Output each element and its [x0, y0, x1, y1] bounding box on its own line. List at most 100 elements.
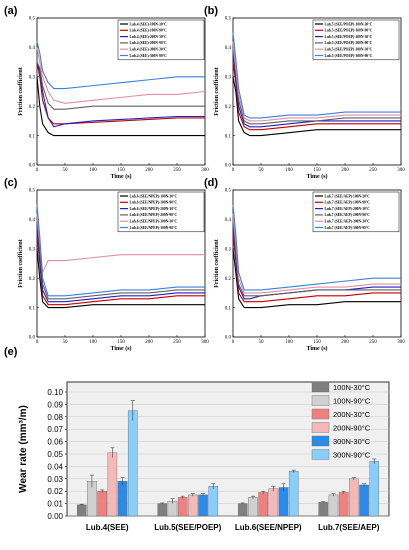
friction-panel-b: (b) 0 50 100 150 200 250 300 0.0 0.1 0.2 0.3 0.4 0.5 T…	[204, 5, 405, 180]
y-tick-label: 0.08	[47, 413, 63, 422]
y-axis-title: Friction coefficient	[18, 67, 24, 115]
category-label: Lub.4(SEE)	[86, 523, 129, 532]
panel-label: (d)	[204, 177, 218, 189]
x-tick-label: 200	[341, 168, 349, 173]
y-tick-label: 0.5	[225, 17, 232, 22]
legend-swatch	[311, 422, 330, 433]
legend-entry: Lub.4 (SEE)-100N-90°C	[130, 29, 168, 33]
category-label: Lub.5(SEE/POEP)	[154, 523, 221, 532]
legend-entry: 100N-30°C	[333, 383, 371, 392]
legend-swatch	[311, 449, 330, 460]
legend-entry: Lub.5 (SEE/POEP)-100N-30°C	[325, 22, 373, 26]
series-line	[36, 47, 206, 104]
legend-entry: Lub.7 (SEE/AEP)-300N-30°C	[325, 220, 371, 224]
y-tick-label: 0.05	[47, 450, 63, 459]
y-axis-title: Friction coefficient	[214, 67, 220, 115]
legend-entry: Lub.5 (SEE/POEP)-300N-30°C	[325, 48, 373, 52]
series-line	[232, 62, 401, 131]
legend-entry: Lub.6 (SEE/NPEP)-200N-90°C	[130, 213, 178, 217]
legend-entry: Lub.7 (SEE/AEP)-100N-90°C	[325, 201, 371, 205]
y-tick-label: 0.4	[225, 46, 232, 51]
panel-label: (e)	[4, 346, 18, 358]
category-label: Lub.7(SEE/AEP)	[318, 523, 380, 532]
x-tick-label: 50	[63, 340, 69, 345]
legend-entry: Lub.7 (SEE/AEP)-200N-90°C	[325, 213, 371, 217]
bar	[359, 484, 369, 517]
y-tick-label: 0.2	[29, 277, 36, 282]
x-tick-label: 100	[285, 168, 293, 173]
x-tick-label: 200	[145, 340, 153, 345]
y-tick-label: 0.06	[47, 438, 63, 447]
bar	[369, 461, 380, 517]
y-tick-label: 0.2	[29, 105, 36, 110]
legend-box	[312, 19, 400, 61]
x-tick-label: 100	[89, 168, 97, 173]
legend-entry: Lub.4 (SEE)-300N-90°C	[130, 54, 168, 58]
x-tick-label: 300	[201, 340, 209, 345]
y-tick-label: 0.1	[29, 306, 36, 311]
legend-entry: Lub.7 (SEE/AEP)-100N-30°C	[325, 194, 371, 198]
y-tick-label: 0.02	[47, 487, 63, 496]
series-line	[36, 234, 205, 306]
bar	[288, 471, 299, 517]
x-tick-label: 250	[369, 340, 377, 345]
legend-entry: Lub.4 (SEE)-200N-30°C	[130, 35, 168, 39]
y-tick-label: 0.03	[47, 475, 63, 484]
legend-entry: Lub.4 (SEE)-100N-30°C	[130, 22, 168, 26]
legend-entry: Lub.5 (SEE/POEP)-200N-90°C	[325, 41, 373, 45]
y-tick-label: 0.3	[225, 248, 232, 253]
legend-entry: Lub.5 (SEE/POEP)-300N-90°C	[325, 54, 373, 58]
x-tick-label: 50	[63, 168, 69, 173]
y-tick-label: 0.5	[225, 189, 232, 194]
series-line	[36, 41, 205, 90]
legend-entry: Lub.6 (SEE/NPEP)-200N-30°C	[130, 207, 178, 211]
y-tick-label: 0.1	[225, 306, 232, 311]
bar	[248, 497, 258, 517]
bar	[177, 497, 188, 517]
x-tick-label: 250	[173, 340, 181, 345]
series-line	[36, 61, 205, 128]
series-line	[36, 76, 205, 137]
panel-label: (c)	[4, 177, 18, 189]
y-tick-label: 0.3	[29, 248, 36, 253]
legend-entry: Lub.5 (SEE/POEP)-100N-90°C	[325, 29, 373, 33]
series-line	[36, 61, 205, 125]
legend-box	[312, 191, 400, 233]
legend-swatch	[311, 435, 330, 447]
x-tick-label: 200	[341, 340, 349, 345]
y-tick-label: 0.3	[225, 76, 232, 81]
y-tick-label: 0.4	[29, 218, 36, 223]
legend: Lub.5 (SEE/POEP)-100N-30°C Lub.5 (SEE/POE…	[312, 19, 400, 61]
bar	[117, 481, 128, 517]
legend-swatch	[311, 395, 330, 406]
legend-entry: Lub.4 (SEE)-200N-90°C	[130, 41, 168, 45]
x-tick-label: 0	[232, 340, 235, 345]
x-tick-label: 100	[89, 340, 97, 345]
x-tick-label: 150	[117, 340, 125, 345]
y-tick-label: 0.1	[29, 134, 36, 139]
bar	[268, 488, 279, 517]
x-axis-title: Time (s)	[306, 173, 327, 180]
series-line	[36, 204, 205, 297]
y-tick-label: 0.5	[29, 17, 36, 22]
series-line	[232, 32, 401, 119]
legend-box	[117, 191, 205, 233]
bar	[328, 494, 339, 517]
x-tick-label: 300	[201, 168, 209, 173]
y-tick-label: 0.09	[47, 400, 63, 409]
panel-label: (a)	[4, 5, 18, 17]
bar	[127, 410, 138, 517]
friction-panel-d: (d) 0 50 100 150 200 250 300 0.0 0.1 0.2 0.3 0.4 0.5 T…	[204, 177, 405, 352]
x-tick-label: 250	[173, 168, 181, 173]
y-tick-label: 0.1	[225, 134, 232, 139]
bar	[278, 487, 289, 517]
x-tick-label: 0	[232, 168, 235, 173]
bar	[97, 491, 107, 517]
legend-entry: Lub.5 (SEE/POEP)-200N-30°C	[325, 35, 373, 39]
y-tick-label: 0.3	[29, 76, 36, 81]
bar	[338, 492, 349, 517]
y-axis-title: Friction coefficient	[214, 239, 220, 287]
legend-entry: Lub.6 (SEE/NPEP)-300N-90°C	[130, 226, 178, 230]
bar	[258, 492, 268, 517]
legend-entry: 300N-90°C	[333, 451, 371, 460]
